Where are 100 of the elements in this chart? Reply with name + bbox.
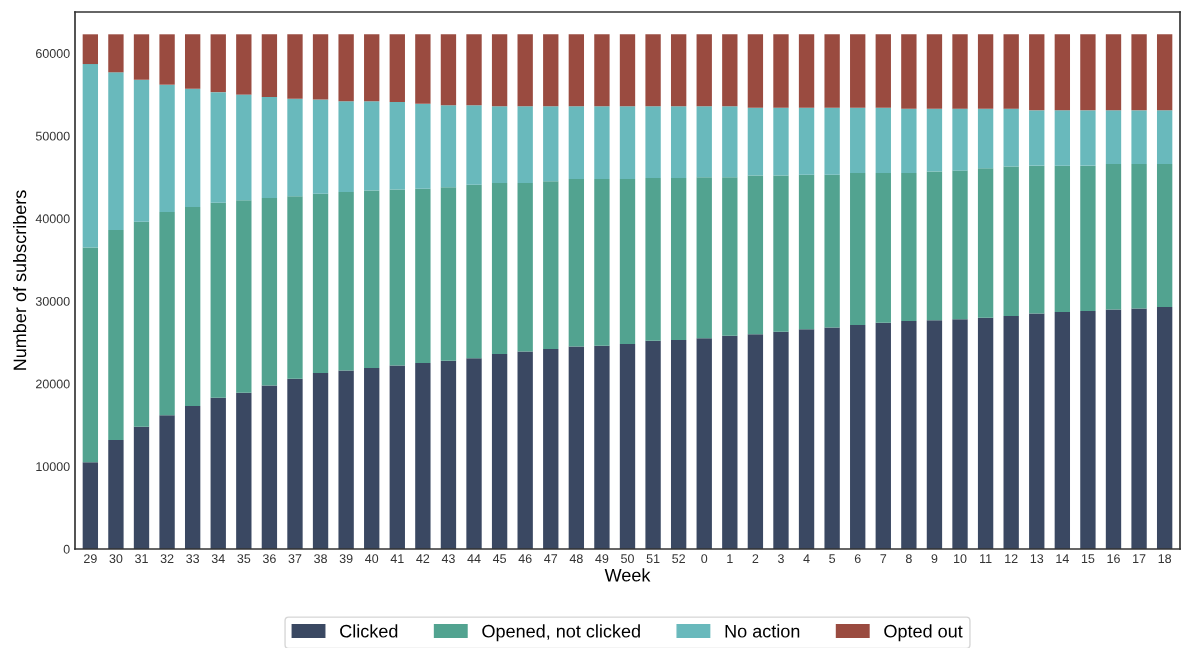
bar	[773, 107, 789, 176]
bar	[82, 64, 99, 248]
bar	[696, 106, 712, 178]
bar	[594, 106, 610, 179]
bar	[1105, 164, 1122, 310]
bar	[312, 193, 329, 374]
bar	[1054, 165, 1071, 312]
bar	[977, 108, 994, 169]
bar	[108, 72, 124, 231]
x-tick-label: 8	[905, 554, 912, 564]
bar	[850, 173, 866, 326]
bar	[1054, 311, 1071, 549]
bar	[491, 354, 508, 549]
x-tick-label: 31	[135, 554, 148, 564]
x-tick-label: 32	[160, 554, 174, 564]
bar	[108, 34, 124, 73]
bar	[543, 34, 559, 107]
bar	[850, 107, 866, 174]
bar	[364, 368, 380, 549]
bar	[619, 34, 636, 107]
bar	[1080, 34, 1096, 111]
bar	[287, 196, 303, 379]
x-tick-label: 4	[803, 554, 810, 563]
x-tick-label: 50	[621, 554, 634, 564]
bar	[133, 79, 150, 222]
bar	[1003, 108, 1019, 167]
bar	[747, 334, 764, 549]
legend-label: Clicked	[340, 624, 398, 638]
bar	[517, 106, 533, 184]
bar	[901, 34, 917, 109]
bar	[1029, 110, 1045, 166]
x-tick-label: 13	[1030, 554, 1044, 564]
bar	[287, 98, 303, 197]
bar	[696, 338, 712, 549]
bar	[338, 192, 354, 371]
bar	[236, 392, 252, 549]
x-tick-label: 36	[262, 554, 276, 564]
bar	[415, 188, 431, 364]
bar	[261, 97, 278, 198]
bar	[159, 415, 175, 549]
bar	[82, 34, 99, 65]
bar	[1131, 308, 1147, 549]
bar	[619, 106, 636, 179]
bar	[261, 385, 278, 549]
bar	[543, 181, 559, 350]
bar	[798, 174, 815, 330]
bar	[364, 101, 380, 191]
bar	[875, 107, 891, 174]
y-tick-label: 20000	[36, 379, 70, 389]
bar	[773, 331, 789, 549]
y-tick-label: 0	[63, 544, 70, 554]
x-tick-label: 34	[211, 554, 225, 564]
bar	[415, 363, 431, 549]
bar	[645, 106, 661, 179]
bar	[850, 34, 866, 108]
bar	[722, 106, 738, 178]
x-tick-label: 0	[701, 554, 708, 564]
bar	[594, 345, 610, 549]
bar	[1131, 110, 1147, 165]
bar	[952, 170, 968, 320]
bar	[670, 178, 687, 340]
x-tick-label: 49	[595, 554, 609, 564]
x-tick-label: 6	[854, 554, 861, 564]
bar	[747, 107, 764, 176]
bar	[108, 230, 124, 440]
y-tick-label: 60000	[36, 49, 70, 58]
bar	[1156, 110, 1173, 165]
bar	[133, 221, 150, 427]
bar	[798, 34, 815, 108]
bar	[1105, 309, 1122, 549]
bar	[389, 365, 405, 549]
bar	[568, 178, 585, 347]
bar	[184, 34, 201, 89]
bar	[875, 322, 891, 549]
bar	[1156, 306, 1173, 549]
bar	[901, 320, 917, 549]
bar	[261, 197, 278, 386]
bar	[875, 173, 891, 323]
bar	[1003, 316, 1019, 549]
bar	[1054, 34, 1071, 111]
bar	[568, 34, 585, 107]
bar	[338, 101, 354, 193]
bar	[415, 34, 431, 104]
x-tick-label: 7	[880, 554, 887, 563]
x-tick-label: 43	[441, 554, 455, 564]
bar	[747, 175, 764, 335]
x-tick-label: 5	[829, 554, 836, 564]
x-tick-label: 16	[1107, 554, 1120, 564]
x-tick-label: 11	[980, 554, 992, 563]
bar	[901, 173, 917, 321]
bar	[159, 34, 175, 85]
x-axis-title: Week	[604, 568, 651, 582]
bar	[1080, 311, 1096, 549]
bar	[568, 346, 585, 549]
x-tick-label: 29	[84, 554, 97, 564]
bar	[82, 462, 99, 549]
bar	[594, 178, 610, 346]
x-tick-label: 42	[416, 554, 430, 563]
bar	[133, 34, 150, 80]
bar	[440, 34, 457, 106]
